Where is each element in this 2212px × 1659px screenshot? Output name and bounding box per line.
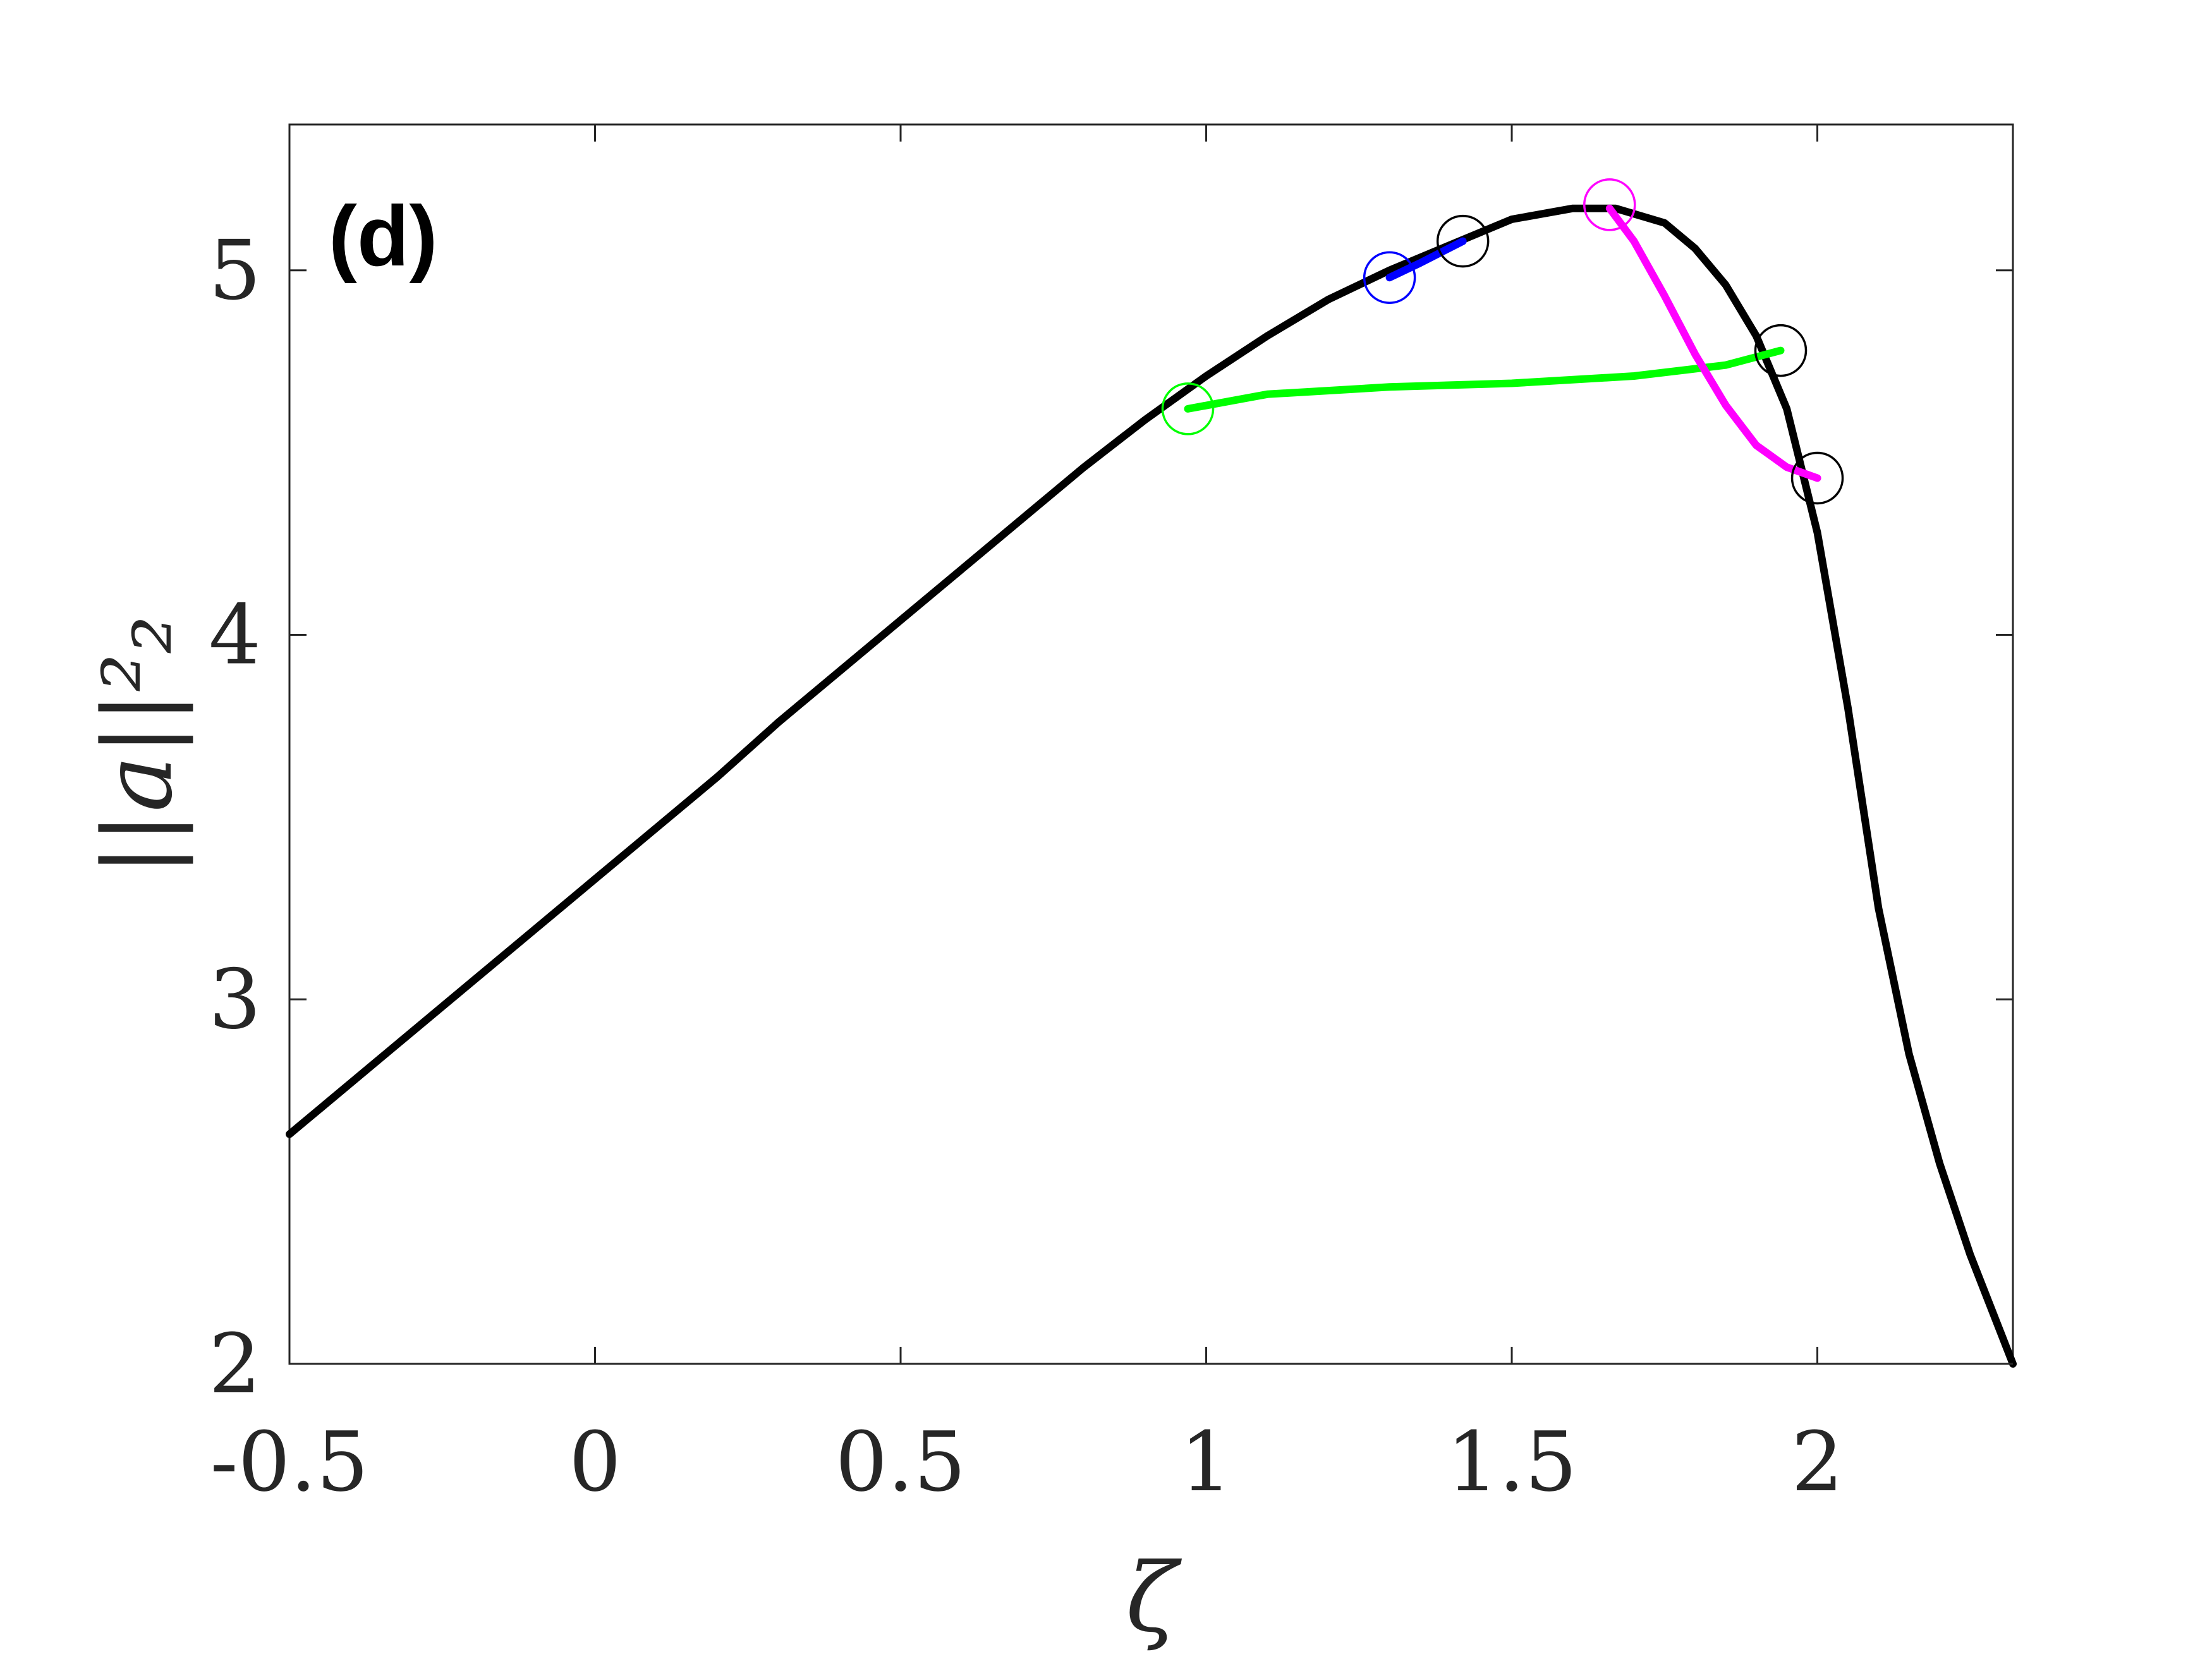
x-tick-label-2: 0.5 (836, 1414, 966, 1510)
x-axis-label: ζ (1126, 1543, 1182, 1653)
marker-0 (1161, 382, 1215, 435)
marker-2 (1436, 214, 1490, 268)
series-layer (286, 204, 2017, 1368)
series-line-3 (1605, 204, 1821, 482)
axes-box (288, 123, 2014, 1365)
y-tick-label-2: 4 (209, 586, 261, 683)
marker-3 (1583, 178, 1636, 231)
x-tick-label-1: 0 (569, 1414, 621, 1510)
x-tick-label-4: 1.5 (1447, 1414, 1577, 1510)
marker-4 (1754, 324, 1808, 377)
x-tick-label-3: 1 (1180, 1414, 1232, 1510)
plot-area: -0.5 0 0.5 1 1.5 2 2 3 4 5 (209, 123, 2017, 1510)
marker-1 (1363, 251, 1416, 304)
marker-layer (1161, 178, 1844, 505)
y-tick-label-3: 5 (209, 222, 261, 319)
tick-layer: -0.5 0 0.5 1 1.5 2 2 3 4 5 (209, 125, 2013, 1510)
series-line-0 (286, 204, 2017, 1368)
y-tick-label-1: 3 (209, 951, 261, 1047)
x-tick-label-0: -0.5 (210, 1414, 369, 1510)
y-tick-label-0: 2 (209, 1316, 261, 1412)
series-line-1 (1385, 237, 1467, 282)
panel-label: (d) (329, 188, 437, 284)
x-tick-label-5: 2 (1791, 1414, 1844, 1510)
y-axis-label: ||a||²₂ (83, 616, 193, 876)
series-line-2 (1184, 346, 1785, 413)
marker-5 (1790, 451, 1844, 505)
